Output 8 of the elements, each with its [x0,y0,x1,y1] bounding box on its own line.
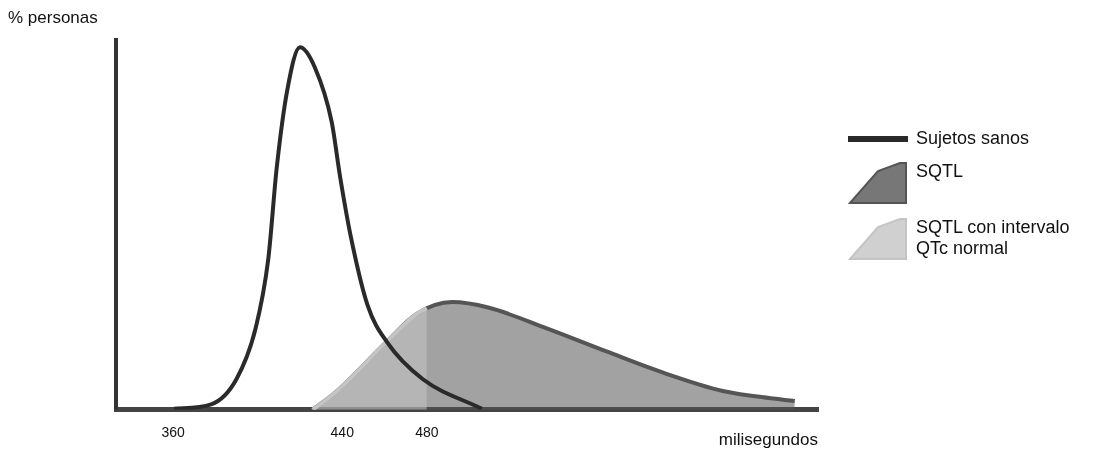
x-tick-label: 440 [330,424,355,441]
legend-label: SQTL [916,161,964,182]
legend-label: SQTL con intervalo QTc normal [916,217,1071,259]
x-axis-title: milisegundos [718,430,818,450]
x-tick-label: 360 [161,424,185,441]
legend-label: Sujetos sanos [916,128,1031,149]
x-tick-label: 480 [415,424,439,441]
y-axis-title: % personas [8,8,98,28]
